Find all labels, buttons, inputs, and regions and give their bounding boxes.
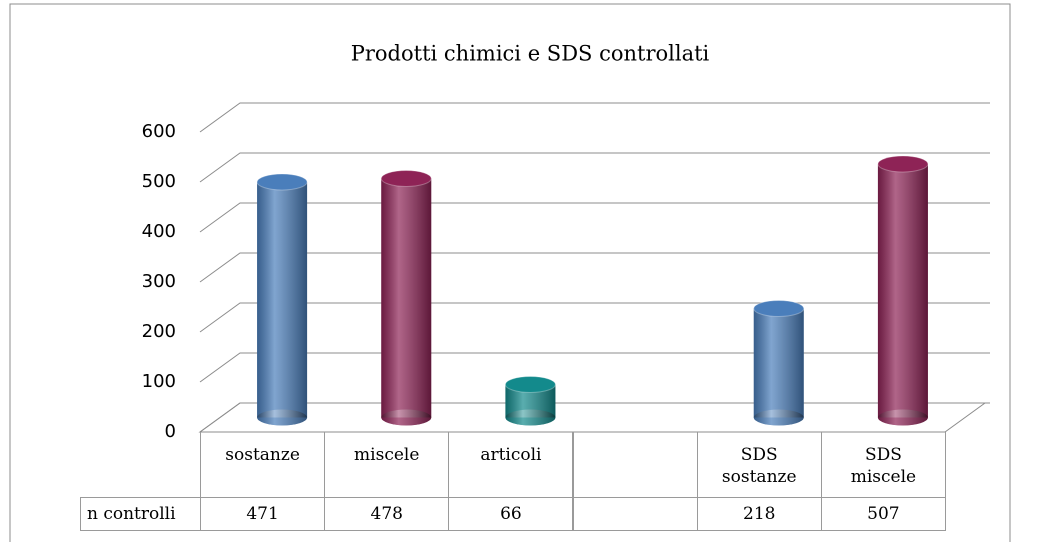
grid-line xyxy=(199,352,990,383)
grid-line xyxy=(199,302,990,333)
cylinder-top xyxy=(380,170,432,187)
bar-shade-base xyxy=(381,409,432,426)
category-cell: miscele xyxy=(324,432,450,498)
grid-line xyxy=(199,152,990,183)
cylinder-top xyxy=(256,173,308,191)
chart-border xyxy=(9,3,1011,542)
bar-shade xyxy=(877,164,928,418)
bar-shade-base xyxy=(753,409,804,426)
category-cell xyxy=(572,432,698,498)
category-cell: SDS miscele xyxy=(820,432,946,498)
bar-shade-base xyxy=(257,409,308,426)
table-value: 66 xyxy=(448,497,574,531)
bar-shade-base xyxy=(505,409,556,426)
category-cell: articoli xyxy=(448,432,574,498)
grid-line xyxy=(199,252,990,283)
y-tick-label: 300 xyxy=(142,271,176,292)
table-value: 218 xyxy=(696,497,822,531)
table-value xyxy=(572,497,698,531)
cylinder-top xyxy=(753,300,805,317)
table-value: 507 xyxy=(820,497,946,531)
floor xyxy=(198,402,987,433)
grid-line xyxy=(199,202,990,233)
bar-shade xyxy=(381,178,432,418)
grid-line xyxy=(199,102,990,133)
y-tick-label: 200 xyxy=(142,321,176,342)
y-tick-label: 100 xyxy=(142,371,176,392)
table-value: 478 xyxy=(324,497,450,531)
chart-title: Prodotti chimici e SDS controllati xyxy=(351,42,710,66)
y-tick-label: 600 xyxy=(142,121,176,142)
legend-key: n controlli xyxy=(80,497,201,531)
y-tick-label: 500 xyxy=(142,171,176,192)
cylinder-top xyxy=(504,376,556,393)
cylinder-top xyxy=(877,155,929,173)
category-cell: sostanze xyxy=(200,432,326,498)
table-value: 471 xyxy=(200,497,326,531)
y-tick-label: 400 xyxy=(142,221,176,242)
category-cell: SDS sostanze xyxy=(696,432,822,498)
bar-shade xyxy=(257,182,308,418)
bar-shade xyxy=(753,308,804,418)
grid-line xyxy=(199,402,990,433)
bar-shade-base xyxy=(877,409,928,426)
y-tick-label: 0 xyxy=(165,421,176,442)
